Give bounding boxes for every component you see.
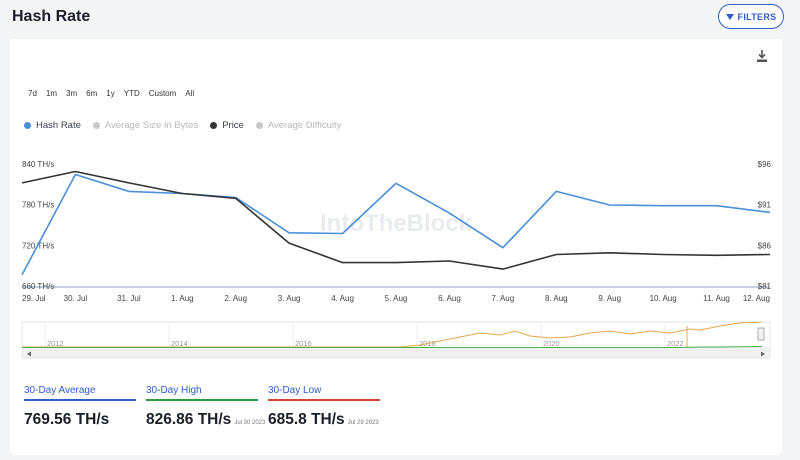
x-tick-label: 5. Aug bbox=[385, 294, 408, 303]
range-button-all[interactable]: All bbox=[181, 86, 199, 101]
legend-item-price[interactable]: Price bbox=[210, 120, 244, 131]
range-button-7d[interactable]: 7d bbox=[24, 86, 41, 101]
stat-value-text: 769.56 TH/s bbox=[24, 411, 110, 428]
range-selector: 7d 1m 3m 6m 1y YTD Custom All bbox=[24, 86, 199, 101]
navigator-price-trace bbox=[22, 321, 763, 348]
stat-underline bbox=[268, 399, 380, 401]
legend-dot-icon bbox=[210, 122, 218, 129]
stat-underline bbox=[146, 399, 258, 401]
legend-label: Average Difficulty bbox=[267, 120, 342, 131]
y-right-tick-label: $96 bbox=[758, 160, 772, 169]
legend-item-average-size-in-bytes[interactable]: Average Size In Bytes bbox=[92, 120, 199, 131]
y-right-tick-label: $81 bbox=[758, 282, 772, 291]
stat-underline bbox=[24, 399, 136, 401]
x-tick-label: 10. Aug bbox=[650, 294, 677, 303]
stat-value-text: 685.8 TH/s bbox=[268, 411, 345, 428]
range-button-3m[interactable]: 3m bbox=[62, 86, 82, 101]
stat-label: 30-Day High bbox=[146, 385, 202, 396]
legend-label: Average Size In Bytes bbox=[104, 120, 199, 131]
x-tick-label: 4. Aug bbox=[331, 294, 354, 303]
x-tick-label: 29. Jul bbox=[22, 294, 46, 303]
legend-item-average-difficulty[interactable]: Average Difficulty bbox=[255, 120, 342, 131]
y-left-tick-label: 660 TH/s bbox=[22, 282, 54, 291]
filters-label: FILTERS bbox=[737, 11, 777, 22]
legend-label: Hash Rate bbox=[36, 120, 81, 131]
range-button-6m[interactable]: 6m bbox=[82, 86, 102, 101]
range-button-1m[interactable]: 1m bbox=[41, 86, 62, 101]
navigator-year-label: 2020 bbox=[543, 339, 560, 348]
stat-value: 826.86 TH/s Jul 30 2023 bbox=[146, 411, 265, 429]
legend-label: Price bbox=[222, 120, 244, 131]
legend-dot-icon bbox=[24, 122, 31, 129]
watermark-text: IntoTheBlock bbox=[320, 210, 473, 237]
x-tick-label: 9. Aug bbox=[598, 294, 621, 303]
x-tick-label: 1. Aug bbox=[171, 294, 194, 303]
filter-funnel-icon bbox=[725, 13, 734, 20]
legend: Hash Rate Average Size In Bytes Price Avera… bbox=[24, 120, 341, 131]
legend-dot-icon bbox=[255, 122, 263, 129]
navigator-year-label: 2022 bbox=[667, 339, 684, 348]
navigator-year-label: 2012 bbox=[47, 339, 64, 348]
stat-value: 769.56 TH/s bbox=[24, 411, 136, 429]
scroll-right-icon[interactable] bbox=[761, 351, 765, 357]
y-right-tick-label: $91 bbox=[758, 201, 772, 210]
x-tick-label: 12. Aug bbox=[743, 294, 770, 303]
x-tick-label: 3. Aug bbox=[278, 294, 301, 303]
y-left-tick-label: 780 TH/s bbox=[22, 201, 54, 210]
scroll-left-icon[interactable] bbox=[27, 351, 31, 357]
stat-value: 685.8 TH/s Jul 29 2023 bbox=[268, 411, 380, 429]
x-tick-label: 31. Jul bbox=[117, 294, 141, 303]
x-tick-label: 11. Aug bbox=[703, 294, 730, 303]
x-tick-label: 8. Aug bbox=[545, 294, 568, 303]
stat-date: Jul 29 2023 bbox=[347, 420, 379, 426]
download-icon[interactable] bbox=[756, 49, 768, 63]
range-button-custom[interactable]: Custom bbox=[144, 86, 181, 101]
navigator-year-label: 2016 bbox=[295, 339, 312, 348]
x-tick-label: 30. Jul bbox=[64, 294, 88, 303]
stat-30-day-low: 30-Day Low 685.8 TH/s Jul 29 2023 bbox=[268, 385, 380, 429]
legend-dot-icon bbox=[92, 122, 100, 129]
stats-panel: 30-Day Average 769.56 TH/s 30-Day High 826.… bbox=[24, 385, 380, 429]
chart-card: 7d 1m 3m 6m 1y YTD Custom All Hash Rate Average … bbox=[10, 39, 782, 455]
legend-item-hash-rate[interactable]: Hash Rate bbox=[24, 120, 81, 131]
navigator-frame bbox=[21, 321, 771, 349]
stat-30-day-high: 30-Day High 826.86 TH/s Jul 30 2023 bbox=[146, 385, 265, 429]
range-button-ytd[interactable]: YTD bbox=[119, 86, 144, 101]
navigator-year-label: 2014 bbox=[171, 339, 188, 348]
page-title: Hash Rate bbox=[12, 8, 91, 25]
y-left-tick-label: 840 TH/s bbox=[22, 160, 54, 169]
x-tick-label: 7. Aug bbox=[492, 294, 515, 303]
x-tick-label: 2. Aug bbox=[224, 294, 247, 303]
filters-button[interactable]: FILTERS bbox=[718, 4, 784, 29]
navigator-hashrate-trace bbox=[22, 346, 763, 348]
stat-value-text: 826.86 TH/s bbox=[146, 411, 232, 428]
navigator-handle-icon[interactable] bbox=[757, 327, 765, 341]
stat-date: Jul 30 2023 bbox=[234, 420, 266, 426]
stat-30-day-average: 30-Day Average 769.56 TH/s bbox=[24, 385, 136, 429]
navigator-scrollbar[interactable] bbox=[21, 349, 771, 359]
stat-label: 30-Day Average bbox=[24, 385, 96, 396]
x-tick-label: 6. Aug bbox=[438, 294, 461, 303]
y-right-tick-label: $86 bbox=[758, 241, 772, 250]
stat-label: 30-Day Low bbox=[268, 385, 322, 396]
range-button-1y[interactable]: 1y bbox=[102, 86, 119, 101]
